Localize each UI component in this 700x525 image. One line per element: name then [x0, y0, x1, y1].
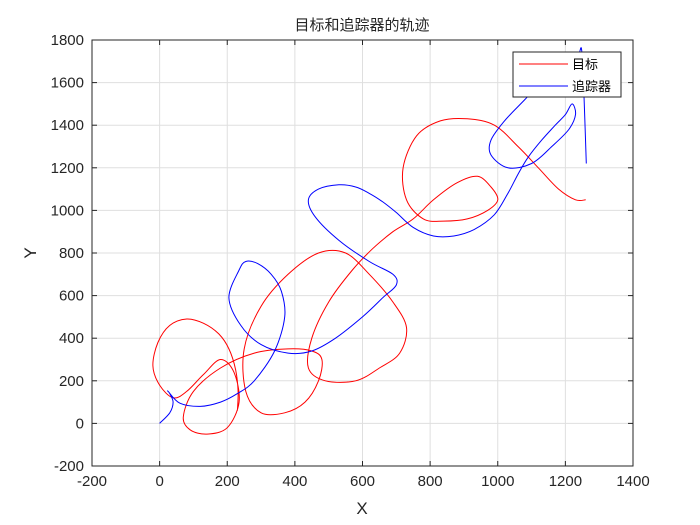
y-tick-label: 1200 [51, 160, 84, 177]
grid [91, 39, 634, 467]
y-tick-label: 400 [59, 330, 84, 347]
legend-label-tracker: 追踪器 [572, 79, 611, 95]
legend: 目标 追踪器 [512, 51, 622, 98]
y-tick-label: 0 [76, 415, 84, 432]
legend-label-target: 目标 [572, 58, 598, 73]
y-tick-label: 1800 [51, 32, 84, 49]
chart-title: 目标和追踪器的轨迹 [294, 16, 429, 34]
y-tick-label: -200 [54, 458, 84, 475]
x-axis-label: X [356, 499, 367, 518]
y-axis-label: Y [21, 247, 40, 258]
y-tick-label: 600 [59, 288, 84, 305]
legend-box [512, 51, 622, 98]
x-tick-label: -200 [77, 473, 107, 490]
y-tick-label: 200 [59, 373, 84, 390]
y-tick-label: 1400 [51, 117, 84, 134]
x-tick-label: 1200 [549, 473, 582, 490]
series-line-target [152, 117, 586, 435]
series-line-tracker [159, 47, 587, 424]
x-tick-label: 600 [350, 473, 375, 490]
y-tick-label: 800 [59, 245, 84, 262]
series-layer [152, 47, 587, 435]
x-tick-label: 0 [155, 473, 163, 490]
y-tick-label: 1000 [51, 202, 84, 219]
x-tick-label: 1400 [616, 473, 649, 490]
x-tick-label: 1000 [481, 473, 514, 490]
x-tick-label: 800 [418, 473, 443, 490]
x-tick-label: 200 [215, 473, 240, 490]
x-tick-label: 400 [282, 473, 307, 490]
y-tick-label: 1600 [51, 75, 84, 92]
ticks: -200 0 200 400 600 800 1000 1200 1400 -200 0 200 400… [51, 32, 650, 490]
